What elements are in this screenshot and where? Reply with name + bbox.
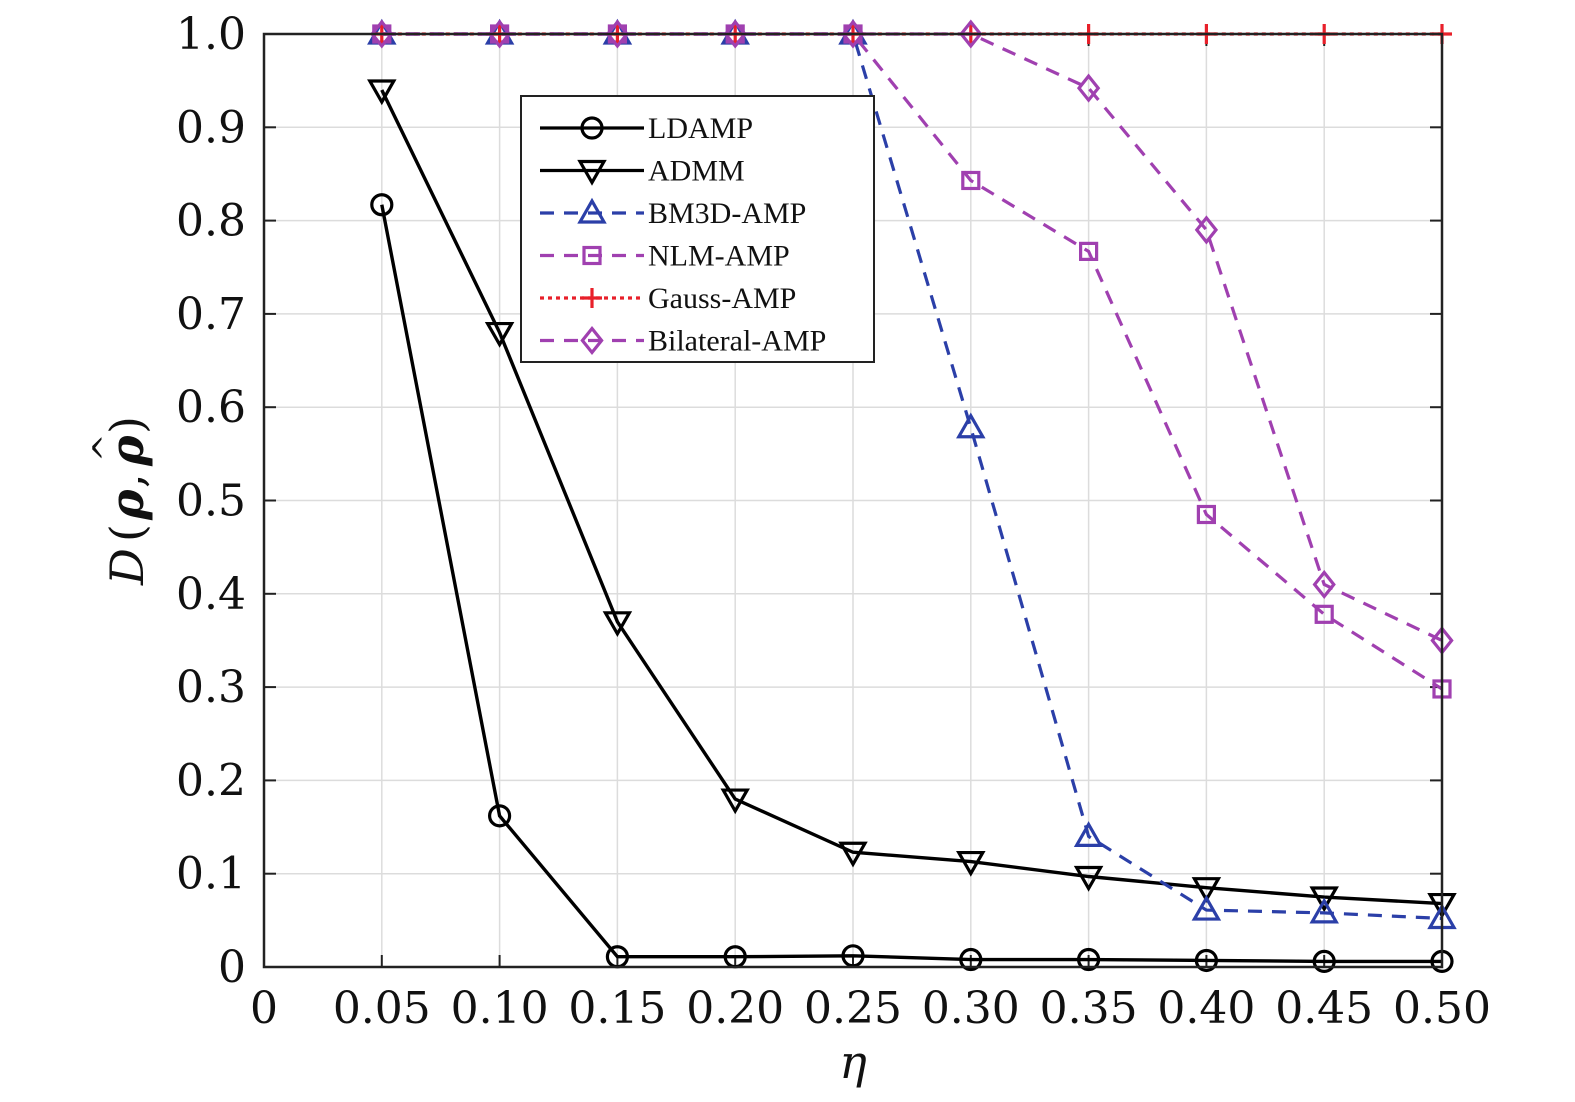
- data-point: [1314, 604, 1334, 624]
- y-label-rho-hat: ρ: [100, 435, 154, 467]
- y-axis-ticks: 0 0.1 0.2 0.3 0.4 0.5 0.6 0.7 0.8 0.9 1.0: [176, 9, 1442, 993]
- y-tick-label: 0.9: [176, 102, 246, 153]
- legend-label: Bilateral-AMP: [648, 325, 826, 358]
- y-tick-label: 0.7: [176, 289, 246, 340]
- x-tick-label: 0.35: [1040, 983, 1138, 1034]
- y-tick-label: 0.1: [176, 849, 246, 900]
- data-point: [961, 170, 981, 191]
- data-point: [1312, 569, 1336, 600]
- legend-marker: [577, 197, 607, 224]
- data-point: [1309, 897, 1339, 924]
- y-label-open-paren: (: [100, 524, 154, 542]
- legend: LDAMP ADMM BM3D-AMP NLM-AMP Gauss-AMP Bilater…: [520, 95, 875, 363]
- data-point: [1191, 877, 1222, 903]
- series-admm: [367, 79, 1457, 919]
- x-tick-label: 0: [250, 983, 278, 1034]
- data-point: [484, 321, 515, 348]
- y-tick-label: 0: [218, 942, 246, 993]
- x-axis-ticks: 0 0.05 0.10 0.15 0.20 0.25 0.30 0.35 0.40 0.45 0.5…: [250, 34, 1491, 1034]
- data-point: [838, 841, 868, 868]
- x-tick-label: 0.30: [922, 983, 1020, 1034]
- legend-marker: [582, 288, 602, 308]
- legend-marker: [582, 245, 602, 266]
- data-point: [723, 19, 747, 49]
- data-point: [1196, 504, 1217, 525]
- x-tick-label: 0.15: [568, 983, 666, 1034]
- data-point: [841, 19, 865, 49]
- plot-frame: [262, 32, 1444, 969]
- data-point: [959, 947, 983, 972]
- y-label-hat: ^: [86, 434, 126, 463]
- legend-label: ADMM: [648, 155, 745, 188]
- data-point: [367, 79, 397, 106]
- y-tick-label: 1.0: [176, 9, 246, 60]
- data-point: [370, 193, 394, 217]
- legend-box: [520, 95, 875, 363]
- y-label-comma: ,: [100, 473, 154, 488]
- y-tick-label: 0.6: [176, 382, 246, 433]
- y-label-close-paren: ): [100, 416, 154, 434]
- x-tick-label: 0.25: [804, 983, 902, 1034]
- data-point: [1076, 73, 1101, 103]
- data-point: [605, 19, 630, 49]
- data-point: [602, 611, 633, 638]
- series-line: [380, 89, 1443, 906]
- data-point: [1194, 215, 1219, 245]
- x-tick-label: 0.45: [1275, 983, 1373, 1034]
- x-tick-label: 0.05: [333, 983, 431, 1034]
- data-point: [959, 19, 983, 49]
- data-point: [1194, 948, 1219, 973]
- data-point: [488, 804, 512, 828]
- x-axis-label: η: [839, 1035, 867, 1089]
- x-tick-label: 0.40: [1157, 983, 1255, 1034]
- data-point: [370, 19, 394, 49]
- y-label-d: D: [100, 548, 154, 586]
- legend-label: NLM-AMP: [648, 240, 790, 273]
- y-tick-label: 0.8: [176, 196, 246, 247]
- data-point: [1312, 949, 1336, 974]
- legend-item: Bilateral-AMP: [540, 325, 826, 358]
- y-tick-label: 0.5: [176, 476, 246, 527]
- legend-item: Gauss-AMP: [540, 282, 796, 315]
- data-point: [956, 412, 986, 439]
- y-tick-label: 0.4: [176, 569, 246, 620]
- x-tick-label: 0.10: [451, 983, 549, 1034]
- y-tick-label: 0.3: [176, 662, 246, 713]
- legend-item: ADMM: [540, 155, 745, 188]
- y-axis-label: D ( ρ , ρ ^ ): [86, 416, 154, 586]
- data-point: [1073, 865, 1104, 892]
- legend-marker: [577, 159, 607, 186]
- data-point: [956, 850, 986, 877]
- series-line: [380, 204, 1442, 964]
- legend-item: NLM-AMP: [540, 240, 790, 273]
- data-point: [1191, 894, 1222, 921]
- legend-marker: [580, 325, 604, 356]
- legend-label: LDAMP: [648, 112, 753, 145]
- legend-item: LDAMP: [540, 112, 753, 145]
- data-point: [1078, 241, 1099, 261]
- legend-label: Gauss-AMP: [648, 282, 796, 315]
- data-point: [1073, 821, 1104, 847]
- legend-label: BM3D-AMP: [648, 197, 806, 230]
- data-point: [487, 19, 512, 49]
- legend-marker: [580, 116, 604, 140]
- data-point: [720, 788, 750, 815]
- data-point: [1076, 947, 1101, 972]
- y-label-rho: ρ: [100, 489, 154, 521]
- data-point: [1309, 886, 1339, 913]
- x-tick-label: 0.50: [1393, 983, 1491, 1034]
- legend-item: BM3D-AMP: [540, 197, 806, 230]
- x-tick-label: 0.20: [686, 983, 784, 1034]
- y-tick-label: 0.2: [176, 755, 246, 806]
